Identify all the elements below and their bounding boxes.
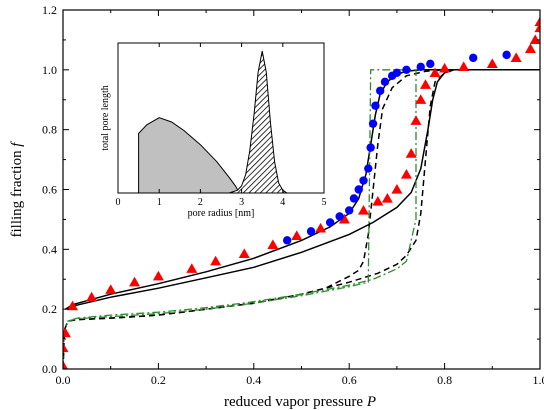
triangle-marker-8 (186, 263, 198, 273)
main-series-layer (63, 16, 540, 369)
main-y-tick-label-3: 0.6 (42, 183, 57, 197)
inset-x-tick-label-1: 1 (157, 197, 162, 208)
main-chart: 0.0 0.2 0.4 0.6 0.8 1.0 0.0 0.2 0.4 0.6 0.8 1.0 1.2… (9, 3, 544, 410)
circle-marker-16 (402, 65, 411, 75)
main-x-tick-label-5: 1.0 (533, 373, 544, 387)
circle-marker-2 (325, 218, 335, 227)
inset-x-tick-label-2: 2 (198, 197, 203, 208)
triangle-marker-6 (129, 276, 141, 287)
circle-marker-12 (376, 86, 385, 95)
triangle-marker-12 (291, 230, 303, 240)
inset-area-0 (138, 117, 241, 194)
triangle-marker-21 (410, 115, 422, 125)
main-y-tick-label-6: 1.2 (42, 3, 57, 17)
triangle-marker-20 (405, 148, 417, 158)
inset-plot-frame (117, 42, 325, 194)
circle-marker-17 (416, 62, 425, 72)
inset-x-axis: 0 1 2 3 4 5 (116, 43, 327, 208)
triangle-marker-30 (529, 34, 540, 45)
circle-marker-19 (469, 53, 478, 63)
triangle-marker-29 (524, 43, 536, 54)
circle-marker-11 (371, 101, 380, 110)
main-x-tick-label-2: 0.4 (246, 373, 261, 387)
triangle-marker-26 (458, 61, 470, 71)
circle-marker-10 (368, 119, 378, 128)
main-x-tick-label-3: 0.6 (342, 373, 357, 387)
main-x-tick-label-0: 0.0 (56, 373, 71, 387)
triangle-marker-4 (86, 291, 98, 302)
triangle-marker-25 (439, 62, 451, 73)
main-y-tick-label-2: 0.4 (42, 242, 57, 256)
triangle-marker-22 (415, 94, 427, 104)
main-y-axis-label-text: filling fraction (9, 150, 25, 238)
triangle-marker-1 (63, 342, 69, 353)
circle-marker-7 (359, 176, 368, 185)
inset-x-tick-label-5: 5 (322, 197, 327, 208)
main-y-axis-label-symbol: f (9, 141, 25, 147)
triangle-marker-19 (400, 169, 412, 179)
inset-area-1 (229, 50, 289, 194)
main-y-tick-label-4: 0.8 (42, 123, 57, 137)
main-x-axis-label-symbol: P (366, 394, 376, 410)
triangle-marker-2 (63, 327, 71, 338)
main-y-tick-label-1: 0.2 (42, 302, 57, 316)
circle-marker-1 (306, 227, 316, 236)
triangle-marker-17 (381, 192, 393, 203)
inset-x-tick-label-3: 3 (239, 197, 244, 208)
triangle-marker-9 (210, 255, 222, 266)
inset-chart: 0 1 2 3 4 5 pore radius [nm] total pore lengt… (100, 42, 327, 219)
triangle-marker-16 (372, 195, 384, 206)
circle-marker-15 (392, 68, 402, 78)
triangle-marker-11 (267, 239, 279, 249)
triangle-marker-5 (105, 284, 117, 294)
triangle-marker-15 (358, 204, 370, 215)
main-y-tick-label-0: 0.0 (42, 362, 57, 376)
inset-series-layer (138, 50, 289, 194)
inset-x-tick-label-0: 0 (116, 197, 121, 208)
triangle-marker-3 (67, 300, 79, 311)
triangle-marker-0 (63, 360, 68, 369)
circle-marker-13 (380, 77, 390, 87)
triangle-marker-23 (420, 79, 432, 89)
main-series-line-6 (63, 69, 417, 369)
triangle-marker-14 (338, 213, 350, 224)
circle-marker-0 (282, 236, 292, 245)
main-x-axis-label-text: reduced vapor pressure (224, 394, 363, 410)
circle-marker-3 (335, 212, 344, 221)
circle-marker-5 (349, 194, 359, 203)
triangle-marker-24 (429, 67, 441, 77)
circle-marker-4 (345, 206, 354, 215)
circle-marker-9 (366, 143, 375, 152)
main-y-axis-label: filling fraction f (9, 141, 25, 238)
triangle-marker-18 (391, 184, 403, 194)
main-x-tick-label-1: 0.2 (151, 373, 166, 387)
main-y-axis: 0.0 0.2 0.4 0.6 0.8 1.0 1.2 (42, 3, 540, 376)
main-series-line-5 (63, 69, 540, 369)
triangle-marker-32 (534, 16, 540, 27)
triangle-marker-28 (510, 52, 522, 62)
triangle-marker-13 (315, 222, 327, 233)
main-x-tick-label-4: 0.8 (437, 373, 452, 387)
main-x-axis: 0.0 0.2 0.4 0.6 0.8 1.0 (56, 10, 544, 387)
triangle-marker-7 (152, 270, 164, 281)
triangle-marker-10 (238, 248, 250, 258)
circle-marker-18 (426, 59, 435, 69)
circle-marker-20 (502, 50, 511, 60)
main-y-tick-label-5: 1.0 (42, 63, 57, 77)
inset-x-axis-label: pore radius [nm] (188, 208, 255, 219)
inset-y-axis-label: total pore length (100, 85, 111, 151)
circle-marker-8 (364, 164, 373, 173)
triangle-marker-27 (486, 58, 498, 68)
circle-marker-6 (354, 185, 363, 194)
inset-x-tick-label-4: 4 (280, 197, 285, 208)
main-series-line-3 (65, 69, 540, 310)
main-x-axis-label: reduced vapor pressure P (224, 394, 376, 410)
